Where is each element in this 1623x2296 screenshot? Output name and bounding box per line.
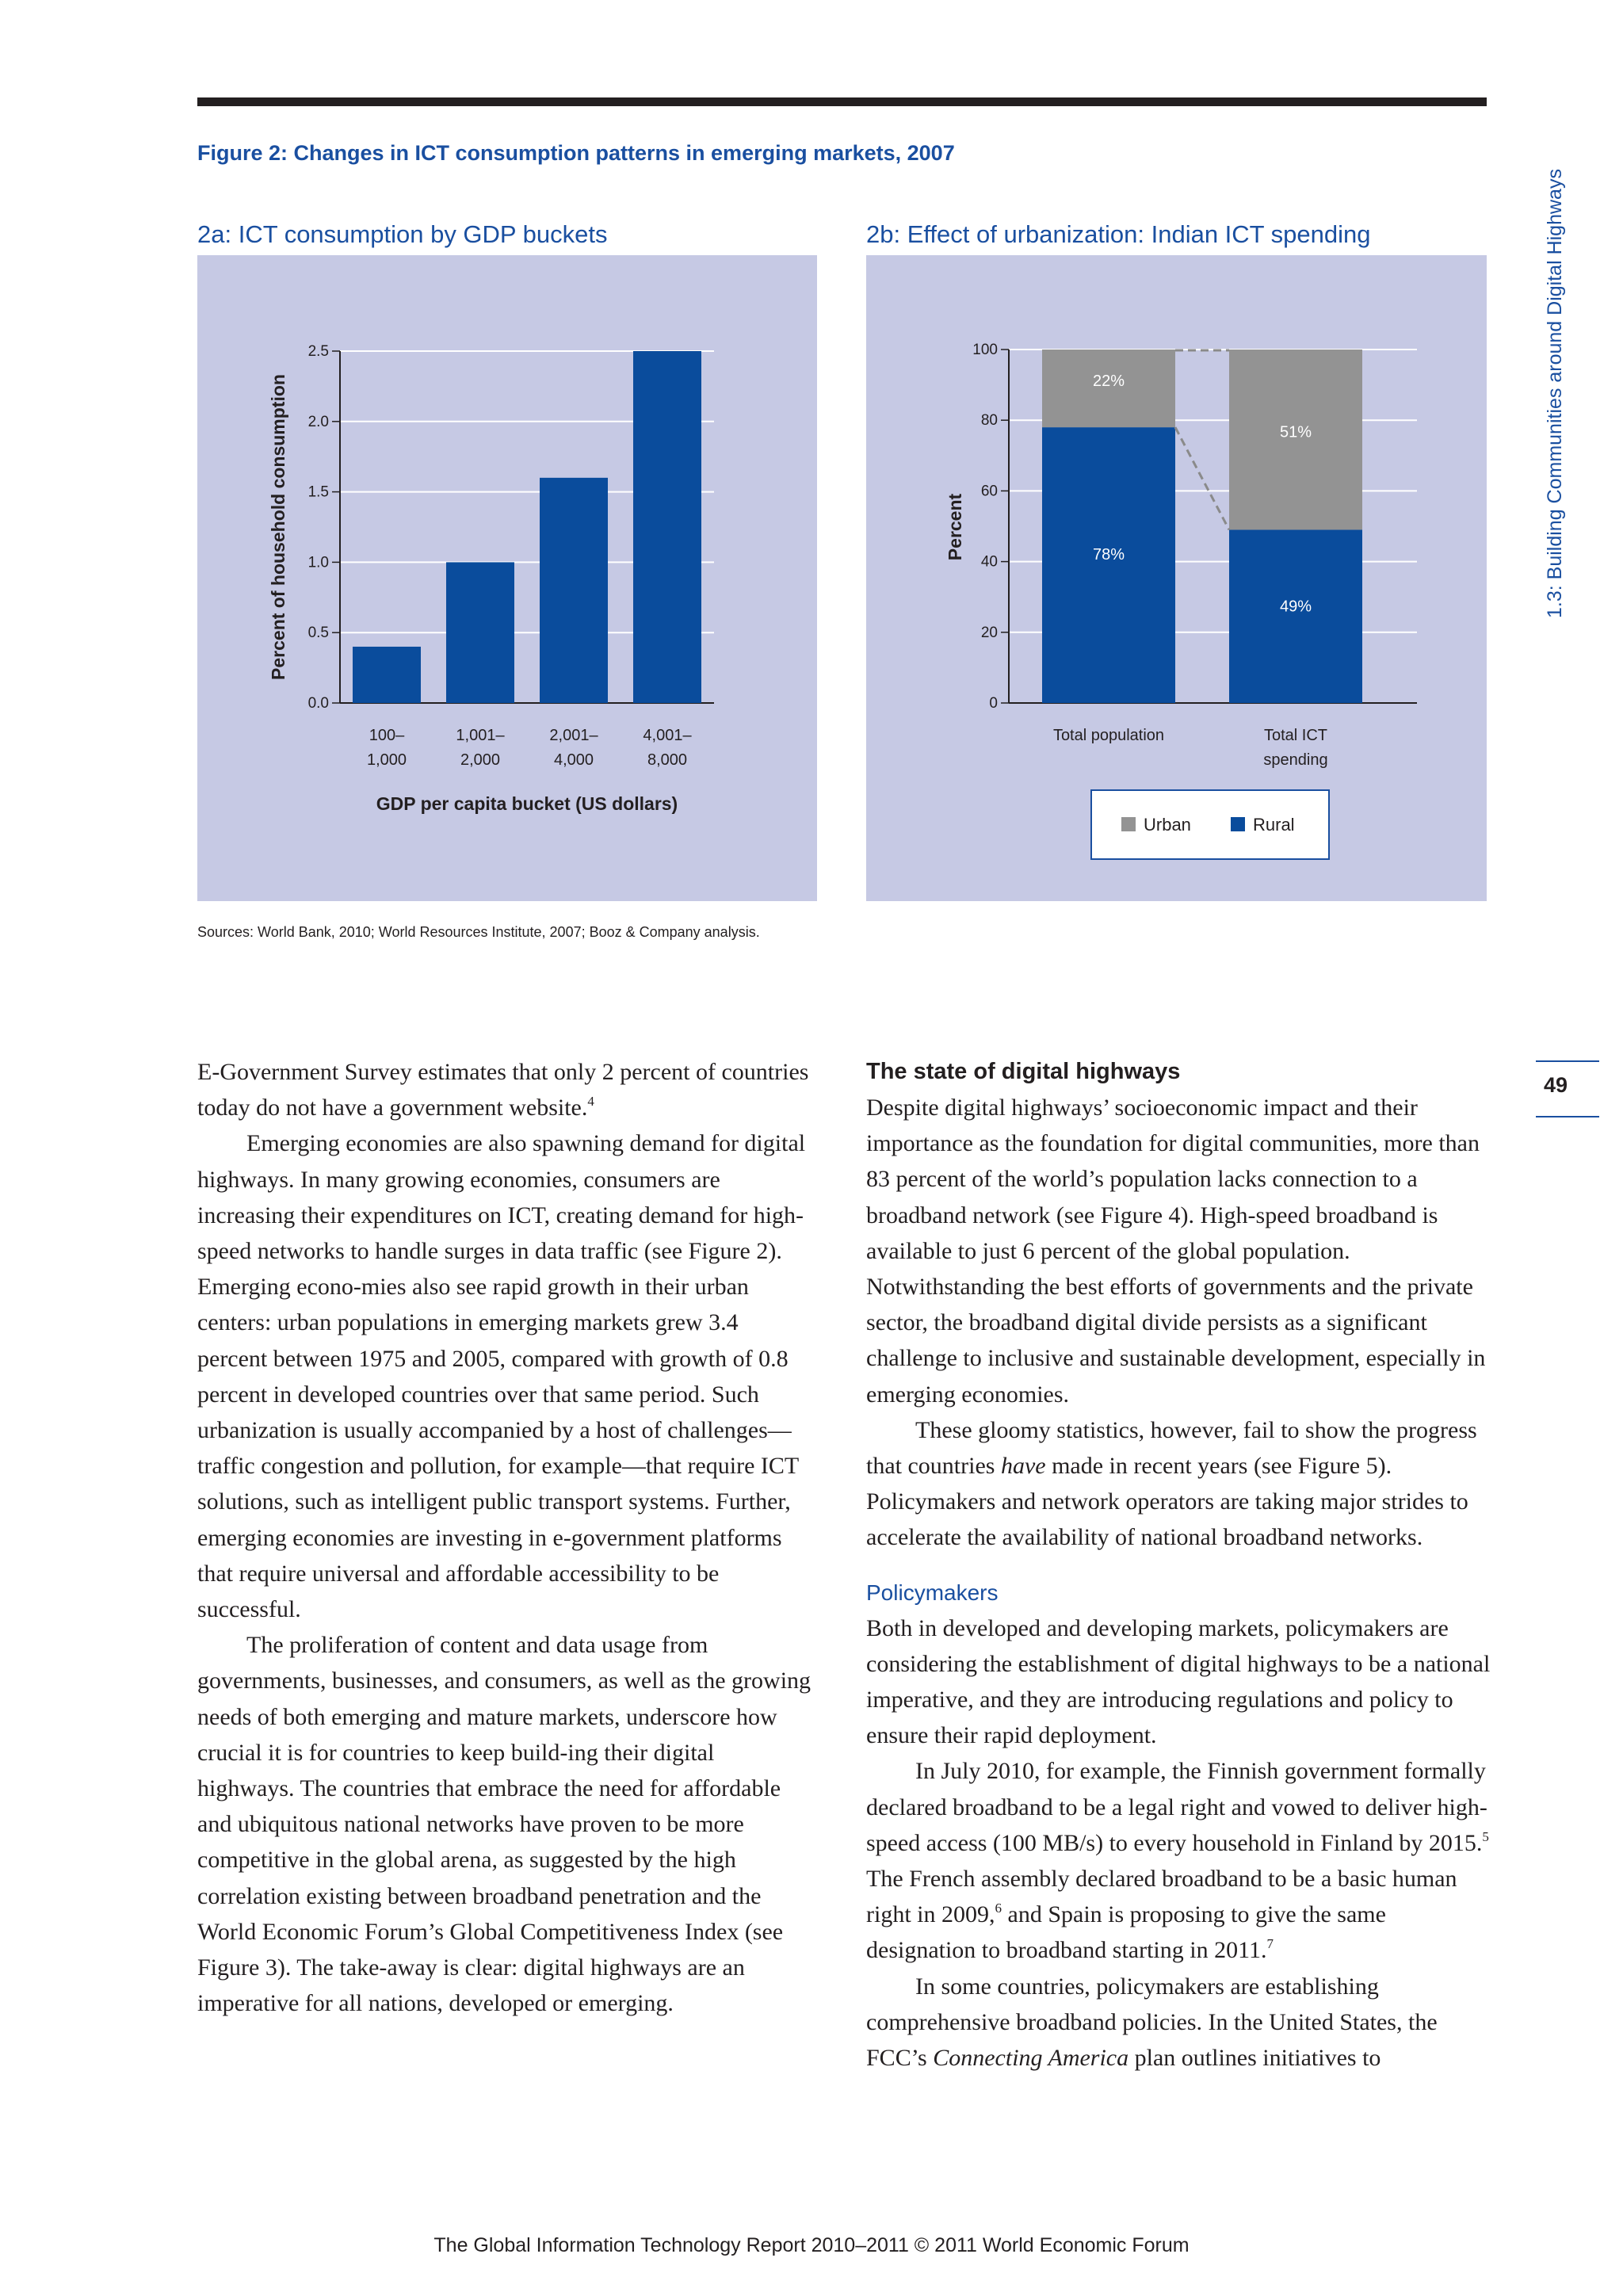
bar [353, 646, 421, 703]
y-tick-label: 1.5 [308, 484, 329, 501]
y-tick-label: 0.5 [308, 625, 329, 641]
body-column-right: The state of digital highways Despite di… [866, 1054, 1492, 2076]
chart-2a-panel: 0.0 0.5 1.0 1.5 2.0 2.5 100– 1,000 1,001– 2,000 2,… [197, 255, 817, 901]
y-tick-label: 0 [989, 695, 998, 712]
figure-title: Figure 2: Changes in ICT consumption pat… [197, 141, 955, 165]
y-tick-label: 60 [981, 483, 998, 499]
chart-2b-title: 2b: Effect of urbanization: Indian ICT s… [866, 220, 1371, 248]
connector-dash [1174, 426, 1231, 531]
x-tick-label: 100– [369, 727, 405, 744]
page-number: 49 [1544, 1073, 1568, 1097]
page-number-box [1536, 1060, 1599, 1117]
x-tick-label: 8,000 [647, 751, 687, 769]
x-tick-label: Total population [1053, 727, 1164, 744]
section-running-head-text: 1.3: Building Communities around Digital… [1544, 169, 1566, 618]
body-paragraph: Despite digital highways’ socioeconomic … [866, 1095, 1486, 1408]
figure-sources: Sources: World Bank, 2010; World Resourc… [197, 924, 760, 940]
section-running-head: 1.3: Building Communities around Digital… [1536, 95, 1574, 618]
subsection-heading: Policymakers [866, 1580, 999, 1605]
body-paragraph: Emerging economies are also spawning dem… [197, 1130, 806, 1623]
legend-label-urban: Urban [1144, 815, 1191, 835]
x-tick-label: 1,001– [456, 727, 505, 744]
stacked-bar-segment [1229, 529, 1362, 703]
x-tick-label: 2,000 [460, 751, 500, 769]
top-rule [197, 97, 1487, 106]
y-tick-label: 2.5 [308, 343, 329, 360]
right-policy-paragraphs: Both in developed and developing markets… [866, 1610, 1492, 2076]
legend-label-rural: Rural [1253, 815, 1295, 835]
bar [446, 562, 514, 703]
legend-swatch-rural [1231, 817, 1245, 831]
y-axis-label: Percent of household consumption [268, 374, 288, 680]
stacked-bar-segment [1042, 427, 1175, 703]
legend-swatch-urban [1121, 817, 1136, 831]
chart-2a: 0.0 0.5 1.0 1.5 2.0 2.5 100– 1,000 1,001– 2,000 2,… [268, 343, 714, 814]
data-label: 78% [1093, 546, 1125, 563]
x-axis-label: GDP per capita bucket (US dollars) [376, 793, 678, 814]
x-tick-label: spending [1263, 751, 1327, 769]
y-tick-label: 40 [981, 554, 998, 571]
stacked-bar-segment [1042, 350, 1175, 428]
y-tick-label: 1.0 [308, 554, 329, 571]
body-paragraph: These gloomy statistics, however, fail t… [866, 1416, 1477, 1551]
x-tick-label: 4,001– [643, 727, 692, 744]
body-paragraph: E-Government Survey estimates that only … [197, 1059, 809, 1121]
x-tick-label: 2,001– [549, 727, 598, 744]
body-paragraph: In July 2010, for example, the Finnish g… [866, 1758, 1489, 1964]
x-tick-label: 1,000 [367, 751, 407, 769]
chart-2a-title: 2a: ICT consumption by GDP buckets [197, 220, 608, 248]
data-label: 49% [1280, 598, 1312, 616]
x-tick-label: 4,000 [554, 751, 594, 769]
body-paragraph: Both in developed and developing markets… [866, 1614, 1491, 1749]
data-label: 22% [1093, 372, 1125, 390]
bar [633, 351, 701, 703]
body-column-left: E-Government Survey estimates that only … [197, 1054, 812, 2021]
bar [540, 477, 608, 703]
page-footer: The Global Information Technology Report… [433, 2234, 1190, 2256]
y-axis-label: Percent [945, 493, 965, 560]
y-tick-label: 0.0 [308, 695, 329, 712]
body-paragraph: The proliferation of content and data us… [197, 1632, 812, 2017]
right-intro-paragraphs: Despite digital highways’ socioeconomic … [866, 1090, 1492, 1556]
data-label: 51% [1280, 424, 1312, 441]
stacked-bar-segment [1229, 350, 1362, 530]
left-paragraphs: E-Government Survey estimates that only … [197, 1054, 812, 2021]
y-tick-label: 100 [972, 342, 998, 358]
section-heading: The state of digital highways [866, 1059, 1181, 1084]
y-tick-label: 20 [981, 625, 998, 641]
y-tick-label: 80 [981, 412, 998, 429]
x-tick-label: Total ICT [1264, 727, 1327, 744]
chart-2b-panel: 0 20 40 60 80 100 78% 22% Total population 49% 51%… [866, 255, 1487, 901]
y-tick-label: 2.0 [308, 414, 329, 430]
body-paragraph: In some countries, policymakers are esta… [866, 1973, 1438, 2072]
chart-2b: 0 20 40 60 80 100 78% 22% Total population 49% 51%… [945, 342, 1417, 860]
